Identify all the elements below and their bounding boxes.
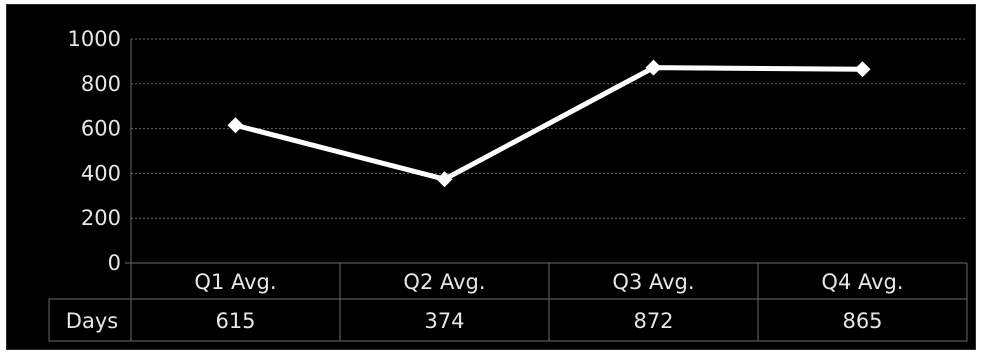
y-tick-label-600: 600 <box>81 117 121 141</box>
axes <box>125 39 967 341</box>
category-label-q3: Q3 Avg. <box>612 270 694 294</box>
table-row-header-days: Days <box>66 309 118 333</box>
table-cell-q1-value: 615 <box>215 309 255 333</box>
y-tick-label-400: 400 <box>81 161 121 185</box>
category-label-q2: Q2 Avg. <box>403 270 485 294</box>
y-tick-label-200: 200 <box>81 206 121 230</box>
data-table: Q1 Avg. Q2 Avg. Q3 Avg. Q4 Avg. Days 615 374 87… <box>48 263 968 342</box>
table-cell-q4-value: 865 <box>842 309 882 333</box>
table-cell-q2-value: 374 <box>424 309 464 333</box>
table-cell-q3-value: 872 <box>633 309 673 333</box>
data-point-q4 <box>854 61 871 78</box>
y-tick-label-0: 0 <box>108 251 121 275</box>
gridlines <box>131 38 967 219</box>
category-label-q4: Q4 Avg. <box>821 270 903 294</box>
y-tick-label-800: 800 <box>81 72 121 96</box>
y-axis-tick-labels: 0 200 400 600 800 1000 <box>68 27 121 275</box>
series-line-layer <box>234 65 863 182</box>
data-point-q3 <box>645 59 662 76</box>
series-line-days <box>234 65 863 182</box>
chart-panel: 0 200 400 600 800 1000 Q1 Avg. Q2 Avg. Q3 Avg. Q… <box>6 4 976 350</box>
data-point-q2 <box>436 171 453 188</box>
category-label-q1: Q1 Avg. <box>194 270 276 294</box>
data-point-q1 <box>227 117 244 134</box>
y-tick-label-1000: 1000 <box>68 27 121 51</box>
